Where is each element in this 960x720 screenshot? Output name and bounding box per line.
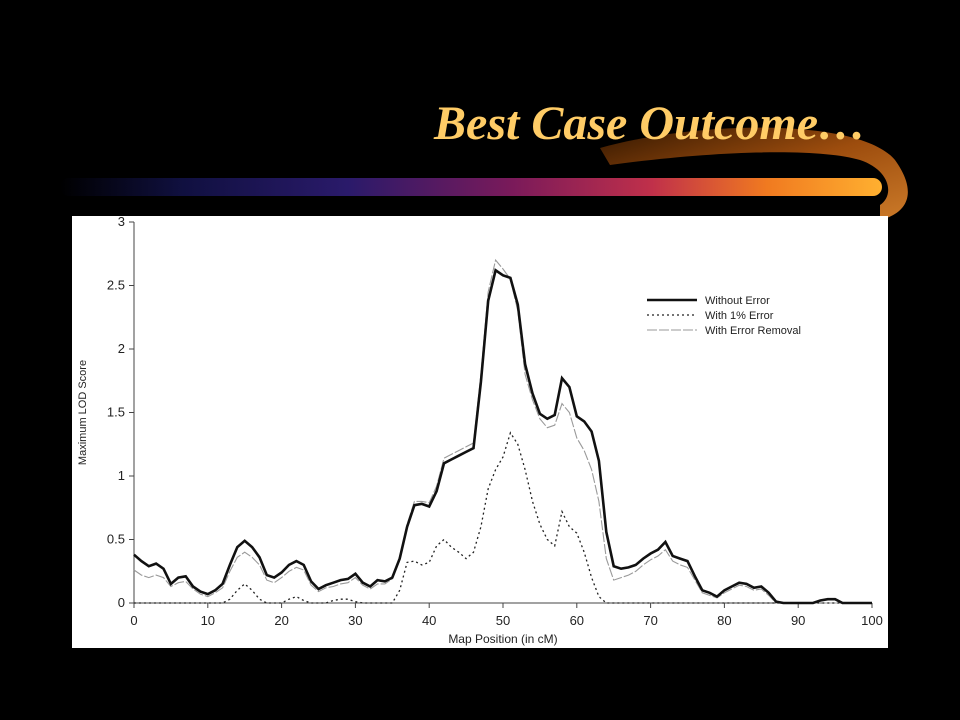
x-tick-label: 30 — [348, 613, 362, 628]
chart-panel: 0 10 20 30 40 50 60 70 80 90 100 0 0.5 1 1.5 2 2.5 3 Map P… — [72, 216, 888, 648]
title-underline-bar — [60, 178, 882, 196]
lod-score-chart: 0 10 20 30 40 50 60 70 80 90 100 0 0.5 1 1.5 2 2.5 3 Map P… — [77, 216, 883, 646]
y-tick-label: 1 — [118, 468, 125, 483]
slide-title: Best Case Outcome… — [434, 97, 866, 150]
x-tick-label: 100 — [861, 613, 883, 628]
x-tick-label: 70 — [643, 613, 657, 628]
legend-entry: With 1% Error — [705, 310, 774, 322]
x-tick-label: 90 — [791, 613, 805, 628]
y-tick-label: 2 — [118, 341, 125, 356]
series-line-without-error — [133, 268, 872, 605]
legend-entry: Without Error — [705, 295, 770, 307]
series-line-with-error-removal — [133, 258, 872, 604]
swoosh-arc — [600, 127, 908, 220]
x-axis-label: Map Position (in cM) — [448, 632, 557, 646]
x-tick-label: 0 — [130, 613, 137, 628]
x-tick-label: 60 — [570, 613, 584, 628]
legend-entry: With Error Removal — [705, 325, 801, 337]
x-tick-label: 10 — [201, 613, 215, 628]
y-tick-label: 2.5 — [107, 278, 125, 293]
y-tick-label: 3 — [118, 216, 125, 229]
x-tick-label: 20 — [274, 613, 288, 628]
y-tick-label: 0 — [118, 595, 125, 610]
x-tick-label: 80 — [717, 613, 731, 628]
x-tick-label: 50 — [496, 613, 510, 628]
series-line-with-1-error — [134, 431, 872, 604]
y-tick-label: 1.5 — [107, 405, 125, 420]
y-tick-label: 0.5 — [107, 532, 125, 547]
y-axis-label: Maximum LOD Score — [77, 360, 89, 465]
x-tick-label: 40 — [422, 613, 436, 628]
